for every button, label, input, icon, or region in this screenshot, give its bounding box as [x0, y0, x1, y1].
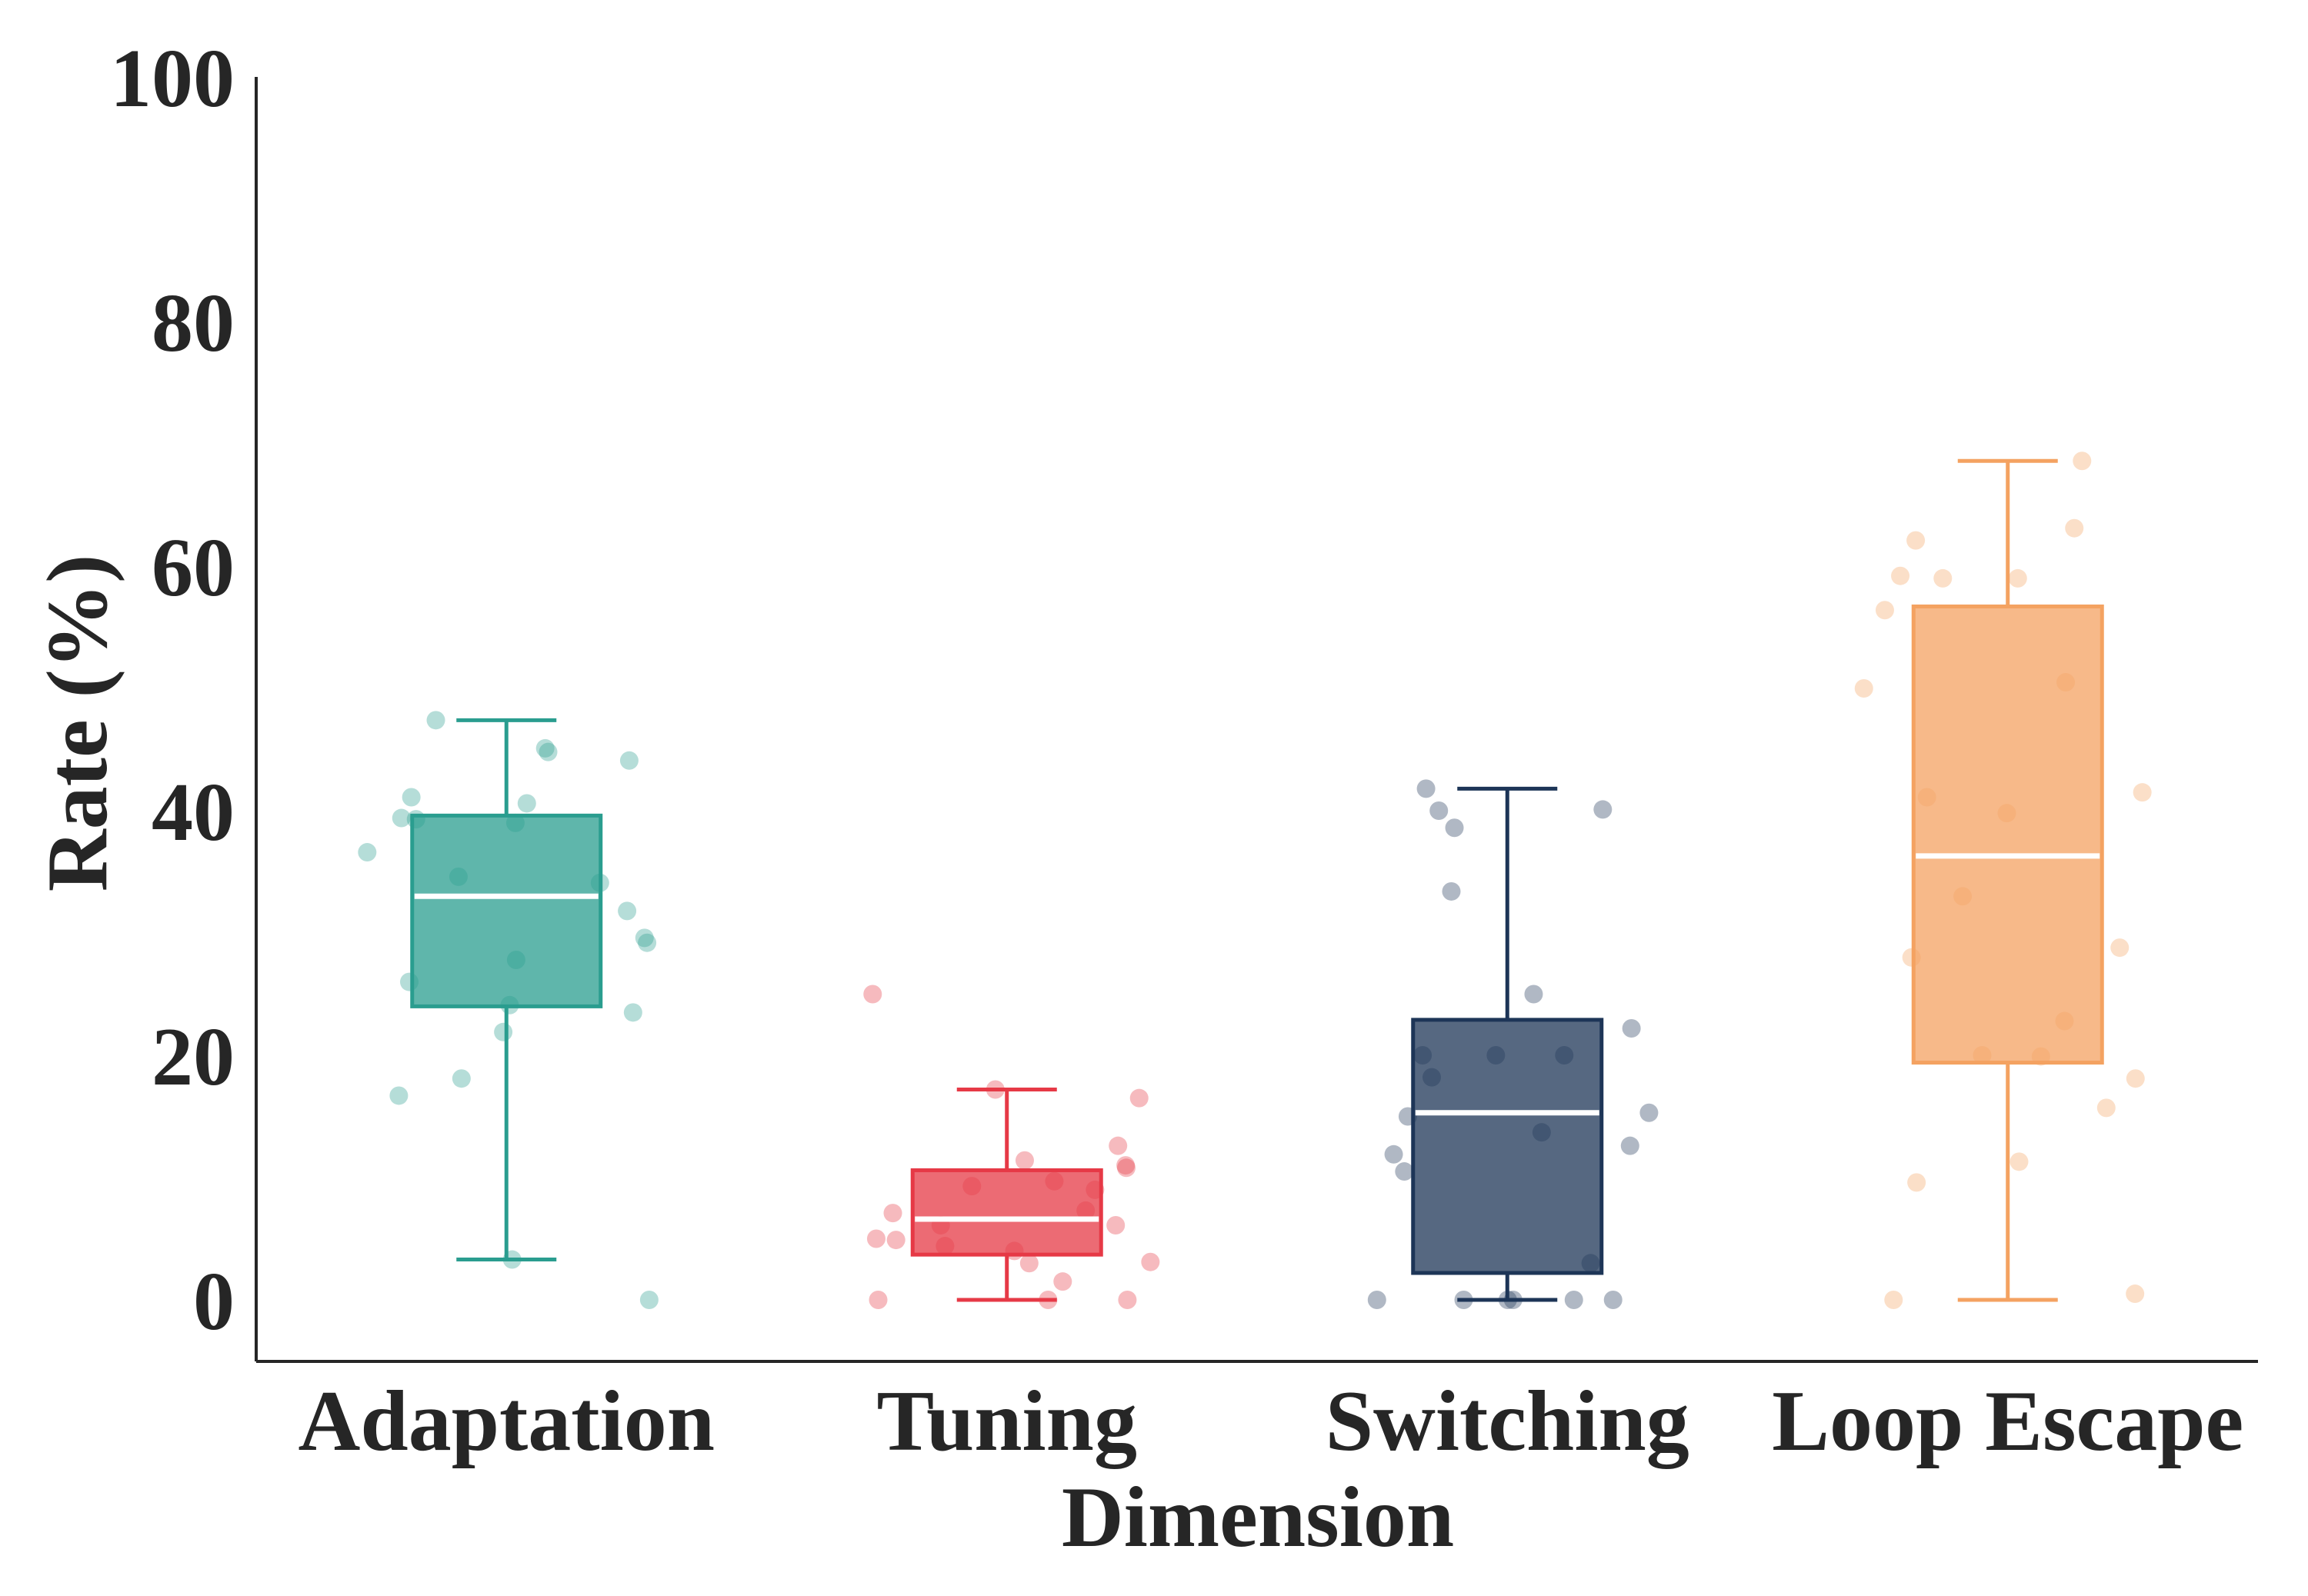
data-point — [635, 928, 654, 948]
data-point — [886, 1231, 906, 1250]
data-point — [883, 1204, 902, 1223]
data-point — [1141, 1252, 1160, 1271]
y-tick-label: 40 — [152, 767, 235, 858]
data-point — [1367, 1291, 1386, 1309]
y-tick-label: 100 — [110, 33, 235, 125]
box-iqr — [1911, 604, 2104, 1065]
data-point — [535, 738, 555, 758]
y-axis-label: Rate (%) — [30, 555, 125, 891]
data-point — [1603, 1291, 1623, 1309]
data-point — [494, 1022, 513, 1041]
y-tick-label: 80 — [152, 278, 235, 369]
boxes-layer — [410, 458, 2104, 1302]
data-point — [1884, 1291, 1903, 1309]
data-point — [452, 1069, 471, 1088]
box-iqr — [1411, 1018, 1604, 1275]
data-point — [639, 1291, 659, 1309]
data-point — [1891, 566, 1910, 585]
data-point — [1854, 679, 1873, 698]
data-point — [1875, 601, 1894, 620]
data-point — [1384, 1145, 1403, 1164]
data-point — [2065, 518, 2084, 538]
x-axis-label: Dimension — [1062, 1470, 1454, 1565]
data-point — [1019, 1254, 1039, 1273]
data-point — [2110, 938, 2130, 958]
data-point — [618, 901, 637, 921]
data-point — [2008, 568, 2027, 588]
data-point — [1622, 1019, 1641, 1038]
data-point — [2126, 1284, 2145, 1304]
data-point — [1118, 1291, 1137, 1309]
data-point — [869, 1291, 888, 1309]
box-iqr — [410, 813, 603, 1008]
data-point — [426, 711, 445, 730]
data-point — [863, 985, 882, 1004]
x-tick-label: Switching — [1326, 1374, 1689, 1469]
data-point — [1416, 779, 1436, 798]
data-point — [1116, 1156, 1136, 1175]
data-point — [358, 843, 377, 862]
data-point — [1564, 1291, 1583, 1309]
data-point — [1445, 818, 1464, 838]
y-tick-label: 0 — [193, 1256, 235, 1348]
x-tick-label: Loop Escape — [1772, 1374, 2243, 1469]
points-layer — [358, 451, 2152, 1309]
data-point — [1593, 800, 1613, 819]
data-point — [1429, 801, 1449, 820]
data-point — [1106, 1216, 1126, 1235]
data-point — [2126, 1069, 2145, 1088]
box-iqr — [910, 1168, 1103, 1257]
data-point — [2009, 1152, 2029, 1171]
data-point — [1524, 985, 1543, 1004]
data-point — [1620, 1136, 1639, 1155]
data-point — [1933, 568, 1953, 588]
data-point — [1907, 1173, 1926, 1192]
data-point — [1109, 1136, 1128, 1155]
axes-layer: 0 20 40 60 80 100 Adaptation Tuning Switching Loo… — [110, 33, 2258, 1469]
data-point — [389, 1086, 409, 1105]
y-tick-label: 20 — [152, 1011, 235, 1103]
data-point — [1015, 1151, 1034, 1170]
x-tick-label: Tuning — [877, 1374, 1137, 1469]
data-point — [1053, 1272, 1072, 1291]
data-point — [2073, 451, 2092, 471]
data-point — [1442, 881, 1461, 901]
x-tick-label: Adaptation — [299, 1374, 715, 1469]
data-point — [1906, 531, 1926, 550]
data-point — [392, 808, 411, 828]
data-point — [1116, 1158, 1136, 1178]
data-point — [402, 788, 421, 807]
y-tick-label: 60 — [152, 522, 235, 614]
data-point — [539, 742, 558, 761]
data-point — [1395, 1162, 1414, 1181]
data-point — [619, 751, 639, 770]
data-point — [1129, 1088, 1149, 1108]
data-point — [623, 1003, 642, 1022]
data-point — [638, 933, 657, 952]
data-point — [2133, 783, 2152, 802]
data-point — [866, 1229, 886, 1248]
data-point — [517, 794, 536, 813]
data-point — [1639, 1103, 1659, 1122]
data-point — [2096, 1098, 2116, 1118]
